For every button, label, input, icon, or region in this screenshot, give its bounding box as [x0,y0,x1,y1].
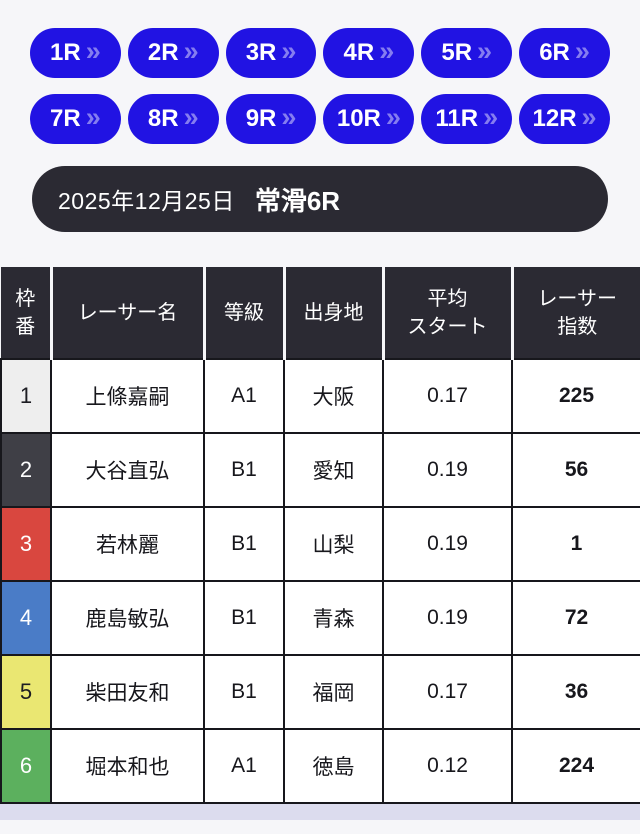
racer-index-cell: 56 [511,432,640,508]
column-header-racer-index: レーサー 指数 [510,267,640,359]
racer-index-cell: 225 [511,358,640,434]
race-button-11r[interactable]: 11R» [421,94,513,144]
chevron-right-icon: » [477,35,493,66]
racer-name-cell: 柴田友和 [50,654,205,730]
race-nav-row-1: 1R» 2R» 3R» 4R» 5R» 6R» [30,28,610,78]
chevron-right-icon: » [85,35,101,66]
racer-name-cell: 上條嘉嗣 [50,358,205,434]
frame-number-cell: 6 [0,728,52,804]
grade-cell: B1 [203,654,285,730]
race-button-5r[interactable]: 5R» [421,28,513,78]
race-button-label: 11R [435,105,479,132]
race-button-12r[interactable]: 12R» [519,94,610,144]
frame-number-cell: 3 [0,506,52,582]
racer-name-cell: 若林麗 [50,506,205,582]
chevron-right-icon: » [183,101,199,132]
origin-cell: 愛知 [283,432,384,508]
avg-start-cell: 0.19 [382,432,513,508]
table-row: 2 大谷直弘 B1 愛知 0.19 56 [0,432,640,508]
table-body: 1 上條嘉嗣 A1 大阪 0.17 225 2 大谷直弘 B1 愛知 0.19 … [0,358,640,804]
chevron-right-icon: » [581,101,597,132]
origin-cell: 徳島 [283,728,384,804]
race-button-label: 5R [441,39,473,66]
race-button-label: 9R [245,105,277,132]
frame-number-cell: 2 [0,432,52,508]
table-row: 6 堀本和也 A1 徳島 0.12 224 [0,728,640,804]
chevron-right-icon: » [183,35,199,66]
chevron-right-icon: » [281,101,297,132]
racer-index-cell: 224 [511,728,640,804]
race-button-label: 7R [50,105,81,132]
chevron-right-icon: » [379,35,395,66]
column-header-grade: 等級 [202,267,284,359]
race-button-label: 6R [539,39,570,66]
column-header-frame: 枠番 [1,267,51,359]
race-button-9r[interactable]: 9R» [225,94,317,144]
table-row: 4 鹿島敏弘 B1 青森 0.19 72 [0,580,640,656]
racer-name-cell: 鹿島敏弘 [50,580,205,656]
grade-cell: B1 [203,506,285,582]
column-header-racer-name: レーサー名 [49,267,204,359]
origin-cell: 山梨 [283,506,384,582]
origin-cell: 青森 [283,580,384,656]
frame-number-cell: 5 [0,654,52,730]
table-row: 5 柴田友和 B1 福岡 0.17 36 [0,654,640,730]
footer-strip [0,804,640,820]
column-header-avg-start: 平均 スタート [381,267,512,359]
race-nav: 1R» 2R» 3R» 4R» 5R» 6R» 7R» 8R» 9R» 10R»… [0,0,640,144]
frame-number-cell: 1 [0,358,52,434]
race-header-bar: 2025年12月25日 常滑6R [32,166,608,232]
race-button-label: 3R [245,39,277,66]
table-header: 枠番 レーサー名 等級 出身地 平均 スタート レーサー 指数 [1,267,640,359]
racer-index-cell: 72 [511,580,640,656]
race-button-1r[interactable]: 1R» [30,28,121,78]
column-header-origin: 出身地 [282,267,383,359]
grade-cell: A1 [203,728,285,804]
table-row: 3 若林麗 B1 山梨 0.19 1 [0,506,640,582]
table-row: 1 上條嘉嗣 A1 大阪 0.17 225 [0,358,640,434]
race-title: 常滑6R [254,185,341,216]
race-button-4r[interactable]: 4R» [323,28,415,78]
chevron-right-icon: » [85,101,101,132]
avg-start-cell: 0.12 [382,728,513,804]
chevron-right-icon: » [385,101,401,132]
racer-index-cell: 1 [511,506,640,582]
avg-start-cell: 0.19 [382,506,513,582]
racer-index-cell: 36 [511,654,640,730]
race-button-3r[interactable]: 3R» [225,28,317,78]
avg-start-cell: 0.17 [382,654,513,730]
race-nav-row-2: 7R» 8R» 9R» 10R» 11R» 12R» [30,94,610,144]
race-button-7r[interactable]: 7R» [30,94,121,144]
race-button-label: 4R [343,39,375,66]
race-button-label: 1R [50,39,81,66]
racer-name-cell: 大谷直弘 [50,432,205,508]
chevron-right-icon: » [281,35,297,66]
racer-name-cell: 堀本和也 [50,728,205,804]
origin-cell: 大阪 [283,358,384,434]
frame-number-cell: 4 [0,580,52,656]
race-button-10r[interactable]: 10R» [323,94,415,144]
grade-cell: A1 [203,358,285,434]
race-button-label: 10R [336,105,381,132]
grade-cell: B1 [203,432,285,508]
race-button-6r[interactable]: 6R» [519,28,610,78]
origin-cell: 福岡 [283,654,384,730]
racer-table: 枠番 レーサー名 等級 出身地 平均 スタート レーサー 指数 1 上條嘉嗣 A1 … [0,267,640,804]
race-button-2r[interactable]: 2R» [127,28,219,78]
race-date: 2025年12月25日 [58,188,235,214]
race-button-label: 2R [147,39,179,66]
avg-start-cell: 0.17 [382,358,513,434]
race-button-label: 12R [532,105,577,132]
chevron-right-icon: » [574,35,590,66]
avg-start-cell: 0.19 [382,580,513,656]
chevron-right-icon: » [483,101,499,132]
race-button-8r[interactable]: 8R» [127,94,219,144]
race-button-label: 8R [147,105,179,132]
grade-cell: B1 [203,580,285,656]
